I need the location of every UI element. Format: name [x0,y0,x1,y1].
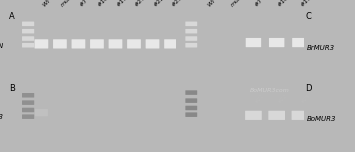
FancyBboxPatch shape [90,39,104,48]
Text: BoMUR3: BoMUR3 [307,116,337,122]
FancyBboxPatch shape [22,100,34,105]
FancyBboxPatch shape [185,36,197,41]
FancyBboxPatch shape [109,39,122,48]
FancyBboxPatch shape [53,39,67,48]
FancyBboxPatch shape [127,39,141,48]
Text: #25: #25 [171,0,184,8]
Text: #7: #7 [253,0,263,8]
FancyBboxPatch shape [34,39,48,48]
Text: AtMUR3: AtMUR3 [0,114,4,120]
Text: #21: #21 [253,93,265,104]
FancyBboxPatch shape [22,108,34,112]
FancyBboxPatch shape [185,29,197,33]
Text: BrMUR3: BrMUR3 [307,45,335,51]
FancyBboxPatch shape [185,22,197,26]
FancyBboxPatch shape [22,93,34,98]
Text: ACTIN: ACTIN [0,43,4,49]
FancyBboxPatch shape [185,112,197,117]
Text: #22: #22 [277,93,288,104]
FancyBboxPatch shape [292,38,308,47]
Text: mur3-3: mur3-3 [230,0,250,8]
FancyBboxPatch shape [185,90,197,95]
Text: BoMUR3com: BoMUR3com [250,88,290,93]
FancyBboxPatch shape [185,43,197,48]
Text: A: A [9,12,15,21]
FancyBboxPatch shape [185,106,197,110]
FancyBboxPatch shape [22,22,34,26]
FancyBboxPatch shape [246,38,261,47]
FancyBboxPatch shape [291,111,308,120]
FancyBboxPatch shape [185,98,197,103]
FancyBboxPatch shape [164,39,178,48]
FancyBboxPatch shape [268,111,285,120]
FancyBboxPatch shape [146,39,159,48]
Text: #10: #10 [277,0,289,8]
Text: #11: #11 [115,0,128,8]
Text: mur3-3: mur3-3 [60,0,80,8]
FancyBboxPatch shape [72,39,85,48]
FancyBboxPatch shape [269,38,284,47]
FancyBboxPatch shape [35,109,48,116]
FancyBboxPatch shape [22,43,34,48]
Text: WT: WT [207,0,218,8]
Text: #11: #11 [300,0,313,8]
FancyBboxPatch shape [245,111,262,120]
Text: WT: WT [42,0,52,8]
Text: B: B [9,84,15,93]
FancyBboxPatch shape [22,114,34,119]
Text: C: C [305,12,311,21]
FancyBboxPatch shape [22,29,34,33]
Text: #7: #7 [78,0,88,8]
Text: #10: #10 [97,0,110,8]
Text: #21: #21 [134,0,147,8]
Text: #25: #25 [300,93,312,104]
Text: D: D [305,84,312,93]
FancyBboxPatch shape [22,36,34,41]
Text: #22: #22 [153,0,165,8]
